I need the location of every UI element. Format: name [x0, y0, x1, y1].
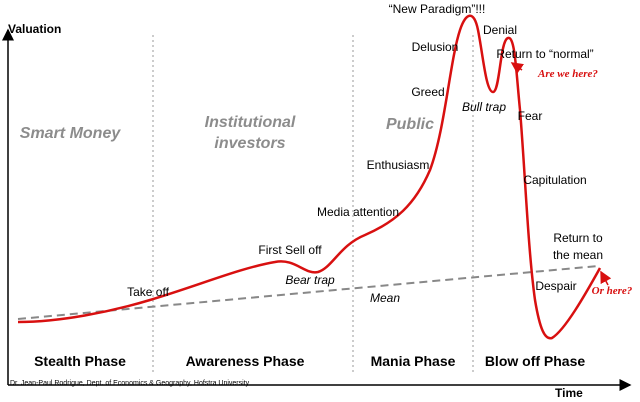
phase-label: Stealth Phase [34, 353, 126, 369]
annotation: Despair [535, 279, 576, 293]
region-label: Institutional [205, 114, 296, 131]
annotation: Take off [127, 285, 169, 299]
annotation: Media attention [317, 205, 399, 219]
annotation: “New Paradigm”!!! [389, 2, 486, 16]
annotation: Delusion [412, 40, 459, 54]
annotation: Or here? [592, 285, 633, 297]
phase-dividers [152, 35, 474, 372]
annotation: the mean [553, 248, 603, 262]
region-label: Public [386, 116, 434, 133]
arrow [510, 62, 525, 74]
region-label: investors [214, 135, 285, 152]
annotation: Greed [411, 85, 444, 99]
phase-label: Mania Phase [371, 353, 456, 369]
region-label: Smart Money [20, 125, 122, 142]
annotation: Return to “normal” [496, 47, 593, 61]
y-label: Valuation [8, 22, 61, 36]
annotation: Bear trap [285, 273, 335, 287]
annotation: Return to [553, 231, 603, 245]
annotation: Capitulation [523, 173, 586, 187]
annotation: Enthusiasm [367, 158, 430, 172]
arrow [600, 270, 612, 286]
annotation: Denial [483, 23, 517, 37]
annotation: Are we here? [537, 68, 598, 80]
credit: Dr. Jean-Paul Rodrigue, Dept. of Economi… [10, 380, 250, 387]
phase-label: Awareness Phase [186, 353, 305, 369]
annotation: Fear [518, 109, 543, 123]
x-label: Time [555, 386, 583, 400]
bubble-curve [17, 14, 602, 340]
annotation: First Sell off [258, 243, 322, 257]
annotation: Bull trap [462, 100, 506, 114]
annotation: Mean [370, 291, 400, 305]
phase-label: Blow off Phase [485, 353, 586, 369]
